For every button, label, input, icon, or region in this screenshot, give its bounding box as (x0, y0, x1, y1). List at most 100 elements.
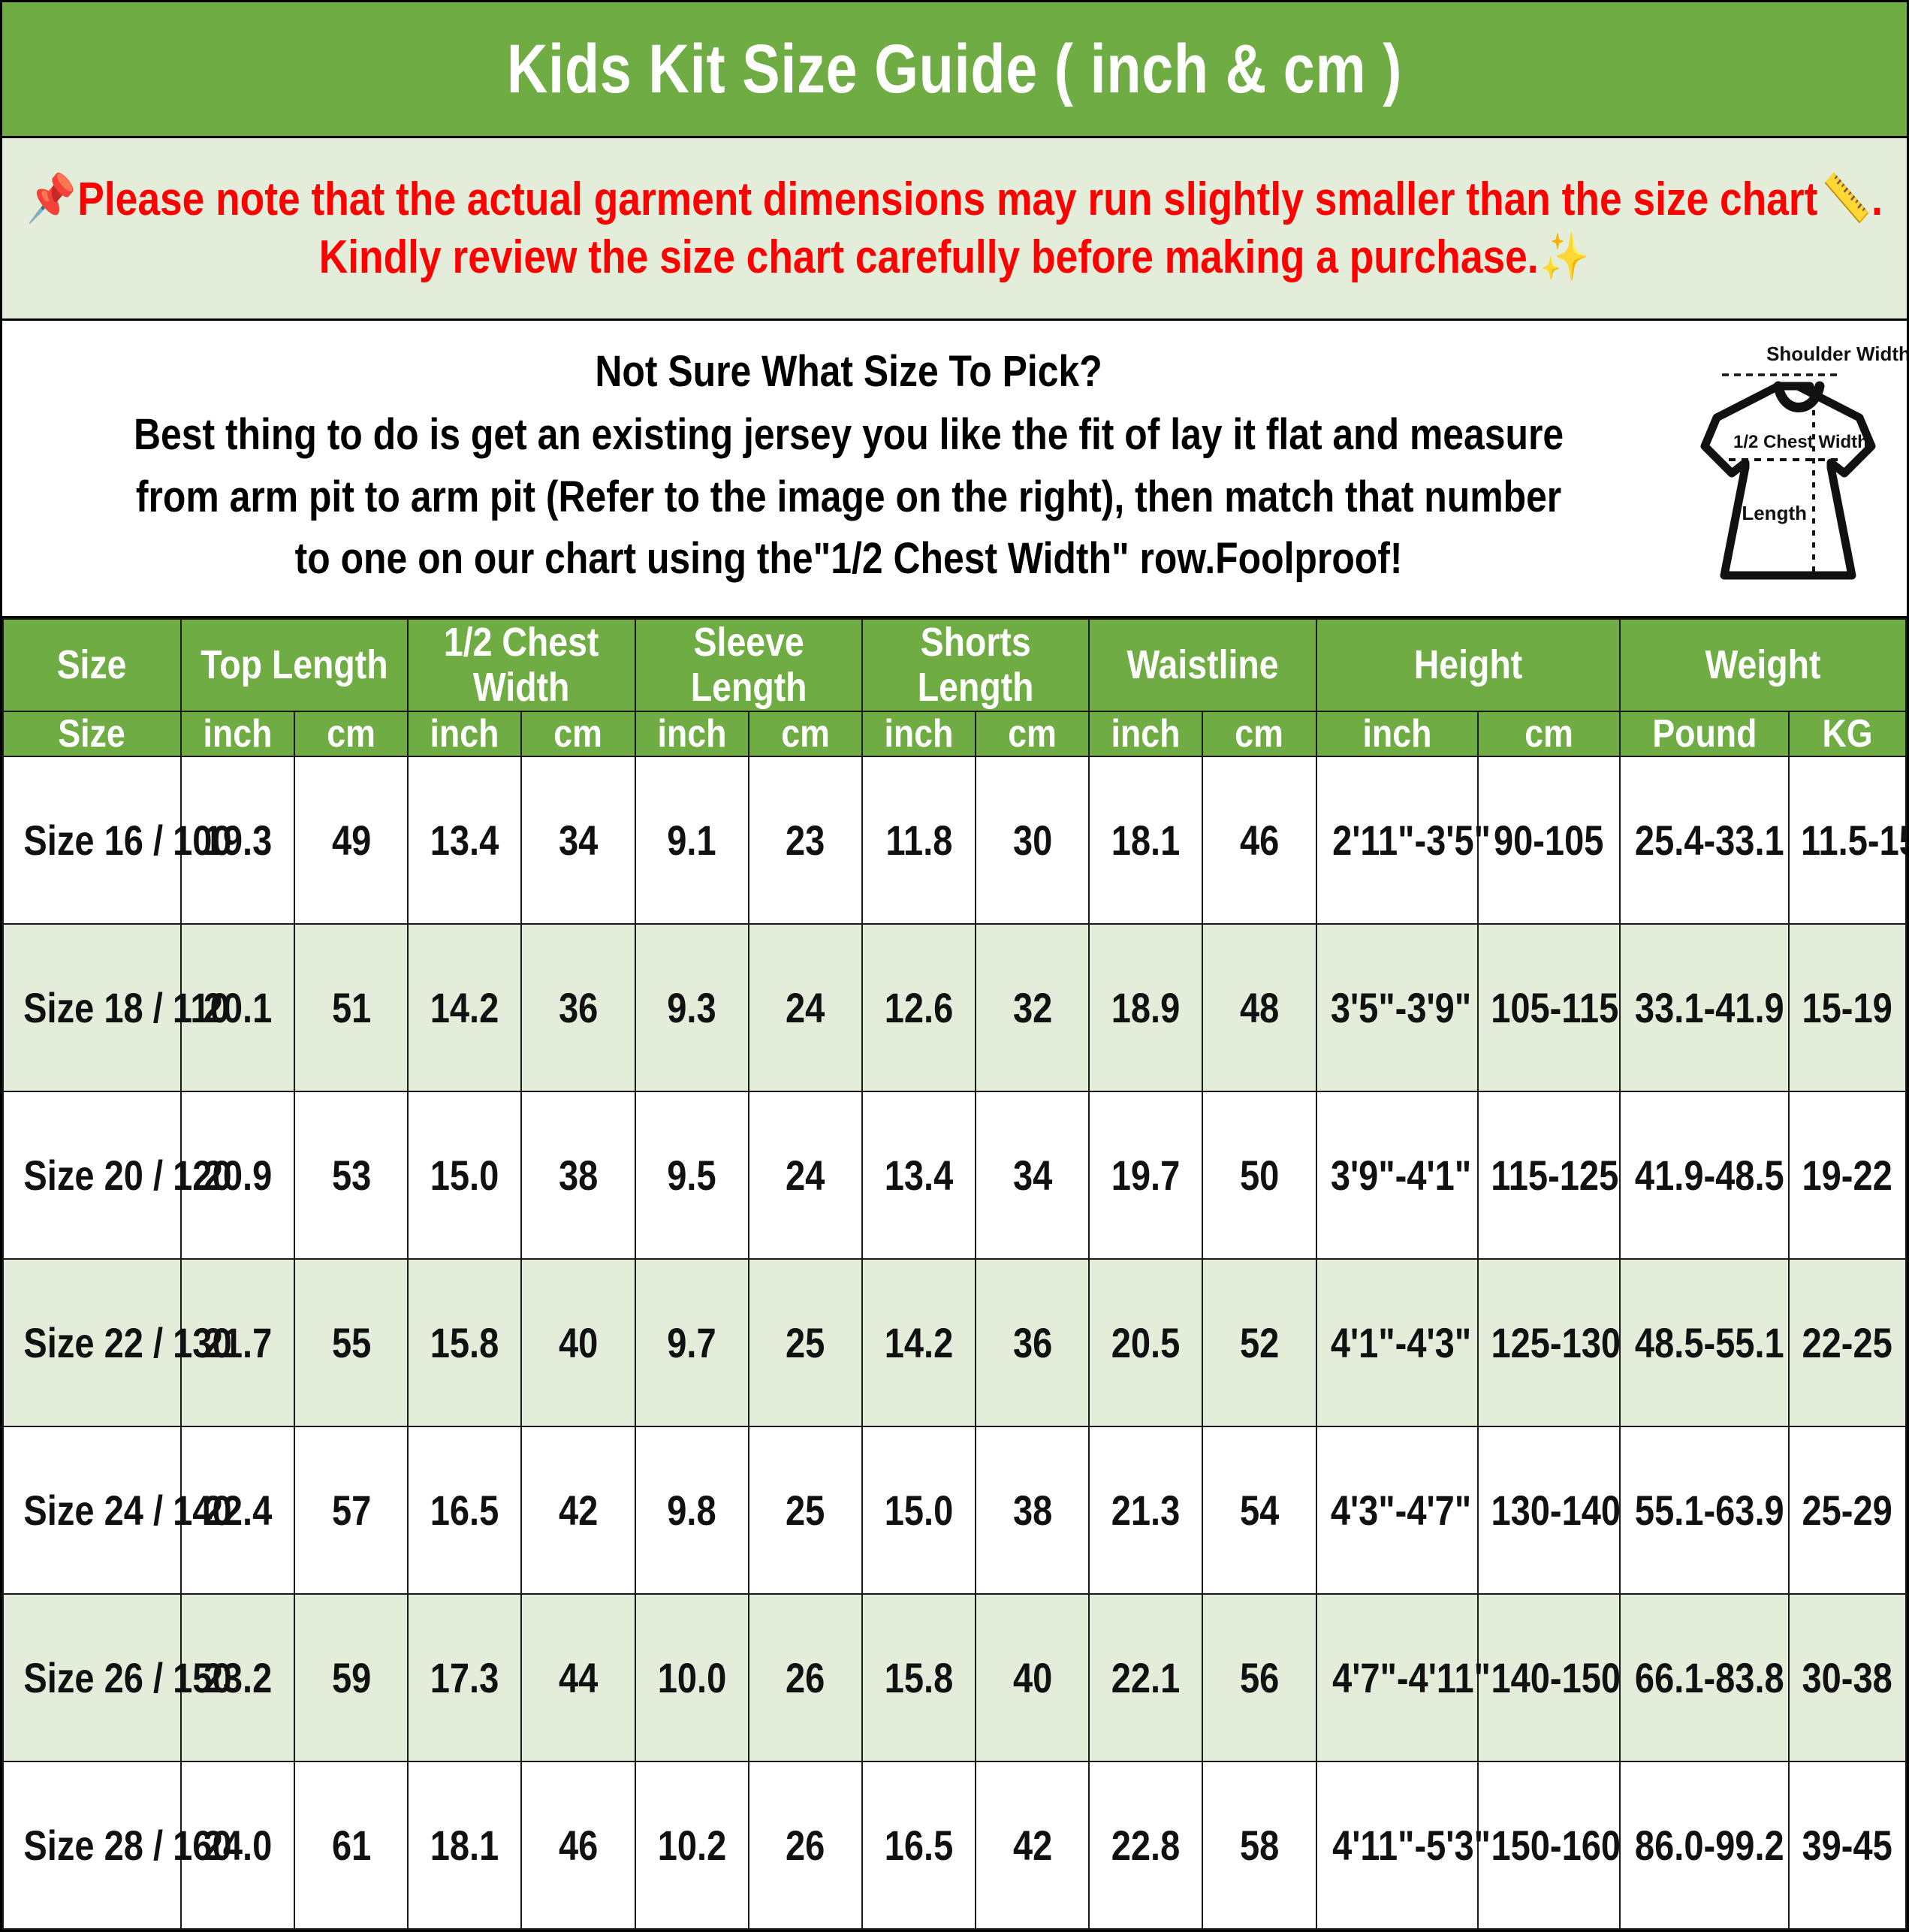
table-row: Size 20 / 120 20.9 53 15.0 38 9.5 24 13.… (2, 1091, 1907, 1260)
title-banner: Kids Kit Size Guide ( inch & cm ) (2, 2, 1907, 138)
unit-header-cell: inch (861, 710, 977, 758)
cell: 46 (1202, 756, 1317, 925)
cell: 18.9 (1088, 923, 1204, 1093)
cell: 10.2 (634, 1760, 749, 1930)
cell: 140-150 (1476, 1593, 1621, 1762)
instructions-heading: Not Sure What Size To Pick? (595, 347, 1102, 397)
cell: 40 (520, 1258, 636, 1428)
cell: 13.4 (861, 1091, 977, 1260)
cell: 4'7"-4'11" (1315, 1593, 1491, 1762)
cell: 20.9 (179, 1091, 296, 1260)
unit-header-cell: cm (1202, 710, 1317, 758)
cell: 15.8 (407, 1258, 523, 1428)
notice-line-2: Kindly review the size chart carefully b… (319, 228, 1590, 287)
unit-header-cell: inch (179, 710, 296, 758)
cell: 130-140 (1476, 1426, 1621, 1595)
pushpin-icon: 📌 (26, 173, 77, 225)
cell: 9.8 (634, 1426, 749, 1595)
cell: 24 (747, 923, 863, 1093)
unit-header-cell: inch (1088, 710, 1204, 758)
cell: 105-115 (1476, 923, 1621, 1093)
cell: 9.7 (634, 1258, 749, 1428)
instructions-line-2: from arm pit to arm pit (Refer to the im… (135, 472, 1562, 521)
cell: 49 (294, 756, 409, 925)
unit-header-cell: inch (634, 710, 749, 758)
cell: 48.5-55.1 (1619, 1258, 1790, 1428)
cell: 9.3 (634, 923, 749, 1093)
cell: 58 (1202, 1760, 1317, 1930)
cell: 3'9"-4'1" (1315, 1091, 1479, 1260)
cell: 17.3 (407, 1593, 523, 1762)
cell: 90-105 (1476, 756, 1621, 925)
cell: 19.7 (1088, 1091, 1204, 1260)
cell: 10.0 (634, 1593, 749, 1762)
unit-header-cell: Pound (1619, 710, 1790, 758)
row-size-label: Size 22 / 130 (2, 1258, 232, 1428)
group-header-size: Size (2, 618, 182, 712)
table-row: Size 24 / 140 22.4 57 16.5 42 9.8 25 15.… (2, 1426, 1907, 1595)
cell: 23.2 (179, 1593, 296, 1762)
row-size-label: Size 16 / 100 (2, 756, 232, 925)
group-header-shorts-length: Shorts Length (861, 618, 1090, 712)
table-row: Size 28 / 160 24.0 61 18.1 46 10.2 26 16… (2, 1760, 1907, 1930)
cell: 3'5"-3'9" (1315, 923, 1479, 1093)
unit-header-cell: KG (1787, 710, 1907, 758)
notice-line-1-text: Please note that the actual garment dime… (77, 173, 1818, 225)
unit-header-cell: cm (975, 710, 1090, 758)
group-header-weight: Weight (1619, 618, 1907, 712)
unit-header-cell: inch (1315, 710, 1479, 758)
cell: 50 (1202, 1091, 1317, 1260)
cell: 20.1 (179, 923, 296, 1093)
cell: 11.5-15 (1787, 756, 1907, 925)
tshirt-measurement-icon: Shoulder Width 1/2 Chest Width Length (1700, 343, 1909, 579)
cell: 24 (747, 1091, 863, 1260)
row-size-label: Size 18 / 110 (2, 923, 230, 1093)
cell: 41.9-48.5 (1619, 1091, 1790, 1260)
cell: 32 (975, 923, 1090, 1093)
cell: 40 (975, 1593, 1090, 1762)
cell: 51 (294, 923, 409, 1093)
notice-line-1: 📌 Please note that the actual garment di… (26, 171, 1883, 229)
cell: 14.2 (407, 923, 523, 1093)
cell: 54 (1202, 1426, 1317, 1595)
size-table: Size Top Length 1/2 Chest Width Sleeve L… (2, 618, 1907, 1930)
notice-line-2-text: Kindly review the size chart carefully b… (318, 231, 1539, 283)
svg-text:Shoulder Width: Shoulder Width (1766, 343, 1909, 365)
group-header-top-length: Top Length (179, 618, 409, 712)
row-size-label: Size 26 / 150 (2, 1593, 232, 1762)
cell: 34 (975, 1091, 1090, 1260)
notice-block: 📌 Please note that the actual garment di… (2, 138, 1907, 321)
cell: 52 (1202, 1258, 1317, 1428)
cell: 22.1 (1088, 1593, 1204, 1762)
unit-header-row: Size inch cm inch cm inch cm inch cm inc… (2, 710, 1907, 758)
table-row: Size 16 / 100 19.3 49 13.4 34 9.1 23 11.… (2, 756, 1907, 925)
table-body: Size 16 / 100 19.3 49 13.4 34 9.1 23 11.… (2, 756, 1907, 1930)
cell: 26 (747, 1760, 863, 1930)
sparkles-icon: ✨ (1540, 231, 1590, 283)
cell: 30 (975, 756, 1090, 925)
cell: 22.4 (179, 1426, 296, 1595)
cell: 24.0 (179, 1760, 296, 1930)
cell: 14.2 (861, 1258, 977, 1428)
cell: 9.5 (634, 1091, 749, 1260)
cell: 36 (520, 923, 636, 1093)
cell: 55.1-63.9 (1619, 1426, 1790, 1595)
cell: 4'1"-4'3" (1315, 1258, 1479, 1428)
cell: 38 (975, 1426, 1090, 1595)
svg-text:1/2 Chest Width: 1/2 Chest Width (1733, 432, 1868, 452)
cell: 57 (294, 1426, 409, 1595)
row-size-label: Size 24 / 140 (2, 1426, 232, 1595)
cell: 38 (520, 1091, 636, 1260)
cell: 9.1 (634, 756, 749, 925)
cell: 55 (294, 1258, 409, 1428)
cell: 19.3 (179, 756, 296, 925)
group-header-sleeve-length: Sleeve Length (634, 618, 863, 712)
cell: 16.5 (407, 1426, 523, 1595)
cell: 56 (1202, 1593, 1317, 1762)
table-head: Size Top Length 1/2 Chest Width Sleeve L… (2, 618, 1907, 758)
unit-header-cell: cm (747, 710, 863, 758)
table-row: Size 18 / 110 20.1 51 14.2 36 9.3 24 12.… (2, 923, 1907, 1093)
unit-header-cell: cm (1476, 710, 1621, 758)
instructions-text: Not Sure What Size To Pick? Best thing t… (2, 346, 1687, 590)
